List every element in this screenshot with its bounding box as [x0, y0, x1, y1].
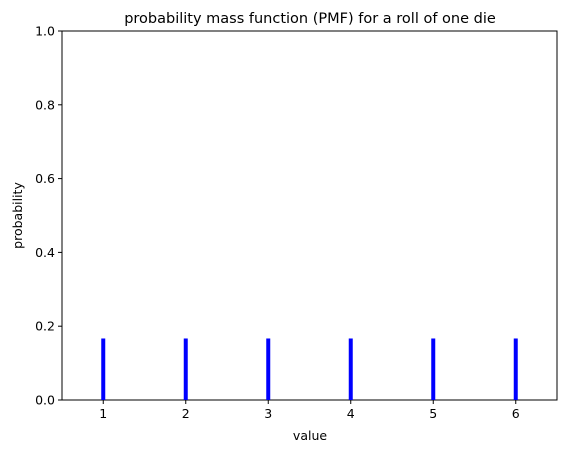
y-tick-label: 0.8	[35, 97, 55, 112]
y-axis: 0.0 0.2 0.4 0.6 0.8 1.0	[35, 24, 62, 408]
y-tick-label: 0.6	[35, 171, 55, 186]
x-tick-label: 5	[429, 406, 437, 421]
plot-area	[61, 30, 558, 401]
bar-4	[348, 338, 353, 400]
x-axis-label: value	[293, 428, 327, 443]
y-axis-label: probability	[10, 182, 25, 249]
x-axis: 1 2 3 4 5 6	[99, 400, 520, 421]
bars	[101, 338, 518, 400]
y-tick-label: 0.4	[35, 245, 55, 260]
chart-title: probability mass function (PMF) for a ro…	[124, 11, 496, 27]
bar-6	[513, 338, 518, 400]
bar-3	[266, 338, 271, 400]
x-tick-label: 6	[512, 406, 520, 421]
bar-1	[101, 338, 106, 400]
bar-5	[431, 338, 436, 400]
x-tick-label: 2	[182, 406, 190, 421]
y-tick-label: 0.0	[35, 393, 55, 408]
y-tick-label: 0.2	[35, 319, 55, 334]
y-tick-label: 1.0	[35, 24, 55, 39]
x-tick-label: 1	[99, 406, 107, 421]
x-tick-label: 3	[264, 406, 272, 421]
x-tick-label: 4	[347, 406, 355, 421]
bar-2	[183, 338, 188, 400]
